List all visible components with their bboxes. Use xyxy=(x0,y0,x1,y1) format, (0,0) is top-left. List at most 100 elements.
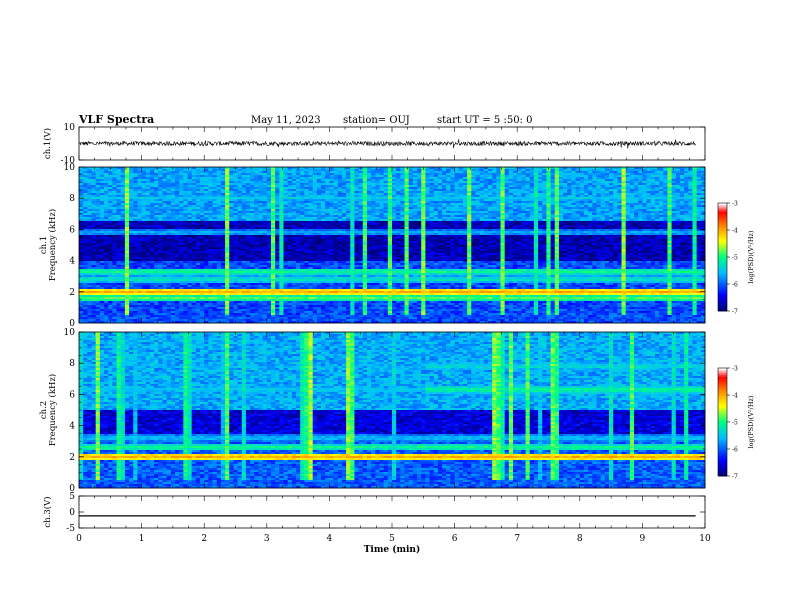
heatmap-cell xyxy=(408,171,414,174)
heatmap-cell xyxy=(433,183,439,186)
heatmap-cell xyxy=(149,177,155,180)
heatmap-cell xyxy=(609,191,614,194)
heatmap-cell xyxy=(437,193,443,196)
heatmap-cell xyxy=(579,179,585,182)
heatmap-cell xyxy=(195,189,201,192)
heatmap-cell xyxy=(296,199,301,202)
heatmap-cell xyxy=(408,189,414,192)
heatmap-cell xyxy=(258,167,264,170)
heatmap-cell xyxy=(358,171,364,174)
heatmap-cell xyxy=(379,181,385,184)
heatmap-cell xyxy=(504,175,510,178)
heatmap-cell xyxy=(191,179,197,182)
heatmap-cell xyxy=(375,195,380,198)
heatmap-cell xyxy=(613,171,618,174)
heatmap-cell xyxy=(137,171,142,174)
heatmap-cell xyxy=(429,195,435,198)
heatmap-cell xyxy=(558,195,564,198)
heatmap-cell xyxy=(341,175,347,178)
heatmap-cell xyxy=(358,175,364,178)
heatmap-cell xyxy=(471,177,476,180)
heatmap-cell xyxy=(563,167,568,170)
heatmap-cell xyxy=(479,201,485,204)
heatmap-cell xyxy=(312,199,318,202)
heatmap-cell xyxy=(91,179,97,182)
heatmap-cell xyxy=(212,167,218,170)
heatmap-cell xyxy=(208,173,213,176)
heatmap-cell xyxy=(671,187,677,190)
heatmap-cell xyxy=(433,179,439,182)
heatmap-cell xyxy=(287,177,293,180)
heatmap-cell xyxy=(675,197,681,200)
heatmap-cell xyxy=(617,181,622,184)
heatmap-cell xyxy=(145,167,151,170)
heatmap-cell xyxy=(333,201,339,204)
heatmap-cell xyxy=(241,191,247,194)
heatmap-cell xyxy=(567,191,572,194)
heatmap-cell xyxy=(241,177,247,180)
heatmap-cell xyxy=(183,173,188,176)
heatmap-cell xyxy=(250,167,255,170)
heatmap-cell xyxy=(542,185,547,188)
heatmap-cell xyxy=(333,171,339,174)
heatmap-cell xyxy=(120,171,126,174)
heatmap-cell xyxy=(145,175,151,178)
heatmap-cell xyxy=(604,167,610,170)
heatmap-cell xyxy=(154,169,159,172)
heatmap-cell xyxy=(529,197,535,200)
heatmap-cell xyxy=(404,177,410,180)
heatmap-cell xyxy=(400,177,405,180)
heatmap-cell xyxy=(613,195,618,198)
heatmap-cell xyxy=(358,181,364,184)
heatmap-cell xyxy=(634,183,639,186)
heatmap-cell xyxy=(200,195,205,198)
heatmap-cell xyxy=(454,189,460,192)
heatmap-cell xyxy=(87,187,92,190)
heatmap-cell xyxy=(229,179,234,182)
heatmap-cell xyxy=(392,179,397,182)
heatmap-cell xyxy=(600,177,606,180)
heatmap-cell xyxy=(487,201,493,204)
heatmap-cell xyxy=(120,189,126,192)
heatmap-cell xyxy=(442,181,447,184)
heatmap-cell xyxy=(646,185,652,188)
heatmap-cell xyxy=(692,179,698,182)
heatmap-cell xyxy=(417,181,422,184)
heatmap-cell xyxy=(116,173,122,176)
heatmap-cell xyxy=(454,185,460,188)
heatmap-cell xyxy=(341,171,347,174)
heatmap-cell xyxy=(542,173,547,176)
heatmap-cell xyxy=(508,167,514,170)
heatmap-cell xyxy=(479,179,485,182)
heatmap-cell xyxy=(183,171,188,174)
heatmap-cell xyxy=(79,191,84,194)
heatmap-cell xyxy=(483,187,489,190)
heatmap-cell xyxy=(613,193,618,196)
heatmap-cell xyxy=(675,189,681,192)
heatmap-cell xyxy=(650,177,656,180)
heatmap-cell xyxy=(220,175,226,178)
heatmap-cell xyxy=(483,189,489,192)
heatmap-cell xyxy=(229,175,234,178)
heatmap-cell xyxy=(621,179,627,182)
heatmap-cell xyxy=(600,189,606,192)
heatmap-cell xyxy=(358,173,364,176)
heatmap-cell xyxy=(458,189,464,192)
heatmap-cell xyxy=(254,175,259,178)
heatmap-cell xyxy=(500,189,506,192)
heatmap-cell xyxy=(87,179,92,182)
heatmap-cell xyxy=(629,201,635,204)
heatmap-cell xyxy=(287,193,293,196)
heatmap-cell xyxy=(625,171,631,174)
heatmap-cell xyxy=(550,173,556,176)
heatmap-cell xyxy=(216,181,222,184)
heatmap-cell xyxy=(99,187,105,190)
heatmap-cell xyxy=(183,189,188,192)
heatmap-cell xyxy=(583,183,589,186)
heatmap-cell xyxy=(212,193,218,196)
heatmap-cell xyxy=(129,177,134,180)
heatmap-cell xyxy=(437,167,443,170)
heatmap-cell xyxy=(233,173,238,176)
heatmap-cell xyxy=(241,175,247,178)
heatmap-cell xyxy=(492,181,497,184)
